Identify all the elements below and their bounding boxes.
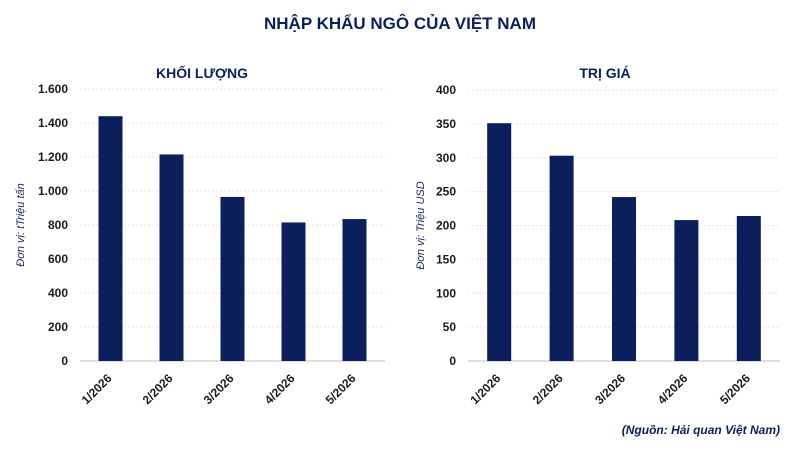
y-tick-label: 400 — [436, 83, 456, 97]
y-tick-label: 400 — [48, 286, 68, 300]
y-tick-label: 800 — [48, 218, 68, 232]
x-tick-label: 2/2026 — [140, 371, 176, 407]
y-tick-label: 100 — [436, 286, 456, 300]
page-title: NHẬP KHẨU NGÔ CỦA VIỆT NAM — [263, 14, 536, 33]
y-tick-label: 600 — [48, 252, 68, 266]
x-tick-label: 4/2026 — [262, 371, 298, 407]
x-tick-label: 3/2026 — [201, 371, 237, 407]
x-tick-label: 1/2026 — [467, 371, 503, 407]
y-tick-label: 350 — [436, 117, 456, 131]
y-tick-label: 150 — [436, 252, 456, 266]
y-tick-label: 1.600 — [38, 82, 68, 96]
y-tick-label: 0 — [61, 354, 68, 368]
bar-4-2026 — [281, 222, 306, 361]
bar-5-2026 — [736, 216, 761, 361]
x-tick-label: 5/2026 — [323, 371, 359, 407]
bar-2-2026 — [159, 154, 184, 361]
bar-2-2026 — [549, 155, 574, 361]
bar-5-2026 — [342, 219, 367, 361]
bar-4-2026 — [674, 220, 699, 361]
x-tick-label: 2/2026 — [530, 371, 566, 407]
y-tick-label: 250 — [436, 185, 456, 199]
x-tick-label: 3/2026 — [592, 371, 628, 407]
x-tick-label: 4/2026 — [655, 371, 691, 407]
y-axis-label: Đơn vị: Triệu USD — [415, 181, 427, 269]
y-tick-label: 1.400 — [38, 116, 68, 130]
y-tick-label: 200 — [48, 320, 68, 334]
chart-title: KHỐI LƯỢNG — [156, 64, 248, 81]
y-tick-label: 0 — [449, 354, 456, 368]
source-note: (Nguồn: Hải quan Việt Nam) — [621, 423, 780, 437]
x-tick-label: 1/2026 — [79, 371, 115, 407]
chart-title: TRỊ GIÁ — [579, 65, 630, 81]
bar-3-2026 — [220, 196, 245, 361]
chart-value: TRỊ GIÁ 0 50 100 150 200 250 300 350 400 1/2026 2/2… — [415, 65, 780, 407]
y-tick-label: 50 — [443, 320, 457, 334]
y-tick-label: 300 — [436, 151, 456, 165]
bar-1-2026 — [487, 123, 512, 361]
bar-1-2026 — [98, 116, 123, 361]
y-tick-label: 1.000 — [38, 184, 68, 198]
bar-3-2026 — [612, 197, 636, 361]
x-tick-label: 5/2026 — [717, 371, 753, 407]
y-axis-label: Đơn vị: tTriệu tấn — [15, 183, 27, 266]
y-tick-label: 200 — [436, 219, 456, 233]
chart-volume: KHỐI LƯỢNG 0 200 400 600 800 1.000 1.200 1.400 1.… — [15, 64, 385, 407]
y-tick-label: 1.200 — [38, 150, 68, 164]
